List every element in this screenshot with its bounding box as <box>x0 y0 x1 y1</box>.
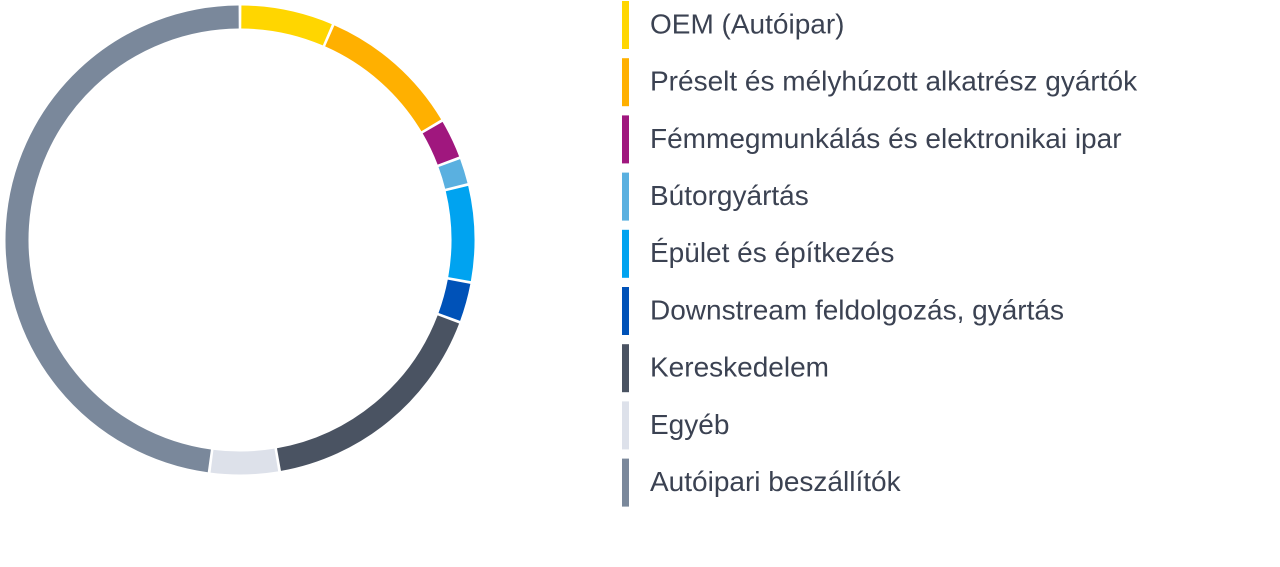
donut-segment <box>210 448 279 475</box>
legend-label: Egyéb <box>650 409 729 440</box>
donut-segment <box>5 5 239 473</box>
legend-label: Autóipari beszállítók <box>650 466 902 497</box>
legend-swatch <box>622 1 629 49</box>
donut-segment <box>325 25 442 132</box>
donut-segment <box>445 185 475 282</box>
donut-segment <box>241 5 332 46</box>
legend-label: Préselt és mélyhúzott alkatrész gyártók <box>650 66 1138 97</box>
legend-label: Épület és építkezés <box>650 237 894 268</box>
donut-segment <box>438 279 471 321</box>
donut-segment <box>438 159 468 189</box>
legend-label: Kereskedelem <box>650 352 829 383</box>
legend-label: Fémmegmunkálás és elektronikai ipar <box>650 123 1122 154</box>
legend-label: Downstream feldolgozás, gyártás <box>650 294 1064 325</box>
legend-label: OEM (Autóipar) <box>650 8 845 39</box>
legend-swatch <box>622 344 629 393</box>
legend-swatch <box>622 172 629 221</box>
legend-swatch <box>622 458 629 507</box>
legend-label: Bútorgyártás <box>650 180 809 211</box>
legend-swatch <box>622 115 629 164</box>
legend-swatch <box>622 58 629 107</box>
legend-swatch <box>622 287 629 335</box>
legend-swatch <box>622 401 629 450</box>
donut-segment <box>422 121 460 165</box>
donut-segment <box>276 315 460 471</box>
legend-swatch <box>622 229 629 278</box>
